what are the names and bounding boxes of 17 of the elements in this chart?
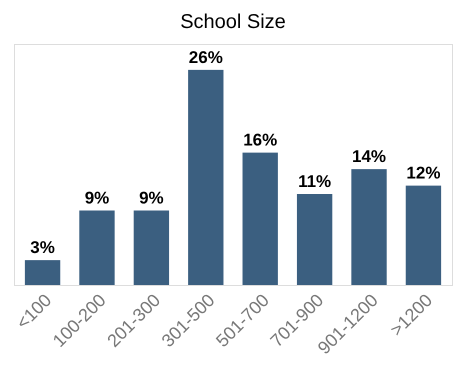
bar [134,210,170,285]
data-label: 16% [243,130,278,150]
data-label: 26% [188,48,223,67]
chart-title: School Size [180,11,286,33]
bar [406,186,442,285]
data-label: 14% [352,147,386,166]
data-label: 3% [30,238,55,258]
bar [242,152,278,285]
data-label: 12% [406,164,440,183]
data-label: 9% [84,188,110,208]
bar [188,70,224,285]
bar [24,260,60,285]
bar [351,169,387,285]
bar [296,194,332,285]
data-label: 9% [139,188,164,208]
bar [79,210,115,285]
data-label: 11% [298,172,332,191]
